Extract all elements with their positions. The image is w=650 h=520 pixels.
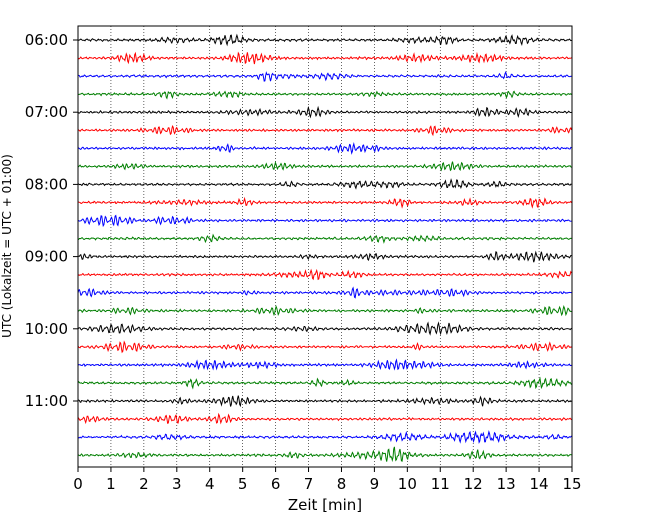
- seismic-trace: [77, 358, 572, 371]
- x-tick-label: 14: [530, 475, 549, 493]
- seismic-trace: [77, 125, 572, 137]
- y-axis-ticks: 06:00 07:00 08:00 09:00 10:00 11:00: [25, 31, 78, 410]
- y-tick-label: 07:00: [25, 103, 68, 121]
- seismic-trace: [77, 214, 572, 228]
- y-tick-label: 10:00: [25, 320, 68, 338]
- x-tick-label: 4: [205, 475, 215, 493]
- x-tick-label: 15: [562, 475, 581, 493]
- seismic-trace: [77, 395, 572, 408]
- x-tick-label: 7: [304, 475, 314, 493]
- seismic-trace: [77, 70, 572, 82]
- seismic-trace: [77, 268, 572, 281]
- seismic-trace: [77, 233, 572, 244]
- seismic-trace: [77, 376, 572, 390]
- plot-background: [78, 26, 572, 467]
- seismic-trace: [77, 446, 572, 463]
- x-tick-label: 9: [370, 475, 380, 493]
- seismic-trace: [77, 304, 572, 317]
- x-axis-label: Zeit [min]: [288, 496, 362, 514]
- x-tick-label: 1: [106, 475, 116, 493]
- x-tick-label: 5: [238, 475, 248, 493]
- seismic-trace: [77, 161, 572, 172]
- seismic-trace: [77, 430, 572, 444]
- x-tick-label: 11: [431, 475, 450, 493]
- x-tick-label: 3: [172, 475, 182, 493]
- seismic-trace: [77, 142, 572, 155]
- seismic-trace: [77, 90, 572, 100]
- y-tick-label: 09:00: [25, 248, 68, 266]
- seismic-trace: [77, 178, 572, 190]
- y-axis-label: UTC (Lokalzeit = UTC + 01:00): [0, 154, 14, 338]
- x-tick-label: 12: [464, 475, 483, 493]
- seismic-trace: [77, 286, 572, 299]
- x-tick-label: 8: [337, 475, 347, 493]
- seismic-trace: [77, 340, 572, 354]
- seismic-trace: [77, 51, 572, 65]
- x-tick-label: 13: [497, 475, 516, 493]
- y-tick-label: 06:00: [25, 31, 68, 49]
- seismic-trace: [77, 250, 572, 263]
- seismic-trace: [77, 196, 572, 209]
- seismic-trace: [77, 33, 572, 47]
- x-tick-label: 0: [73, 475, 83, 493]
- x-tick-label: 2: [139, 475, 149, 493]
- seismic-trace: [77, 321, 572, 336]
- seismic-trace: [77, 412, 572, 425]
- y-tick-label: 11:00: [25, 392, 68, 410]
- x-tick-label: 10: [398, 475, 417, 493]
- seismic-trace: [77, 105, 572, 119]
- y-tick-label: 08:00: [25, 175, 68, 193]
- x-axis-ticks: 0 1 2 3 4 5 6 7 8 9 10 11 12 13 14 15: [73, 467, 582, 493]
- x-tick-label: 6: [271, 475, 281, 493]
- plot-frame: [77, 25, 573, 468]
- seismic-traces: [77, 33, 572, 463]
